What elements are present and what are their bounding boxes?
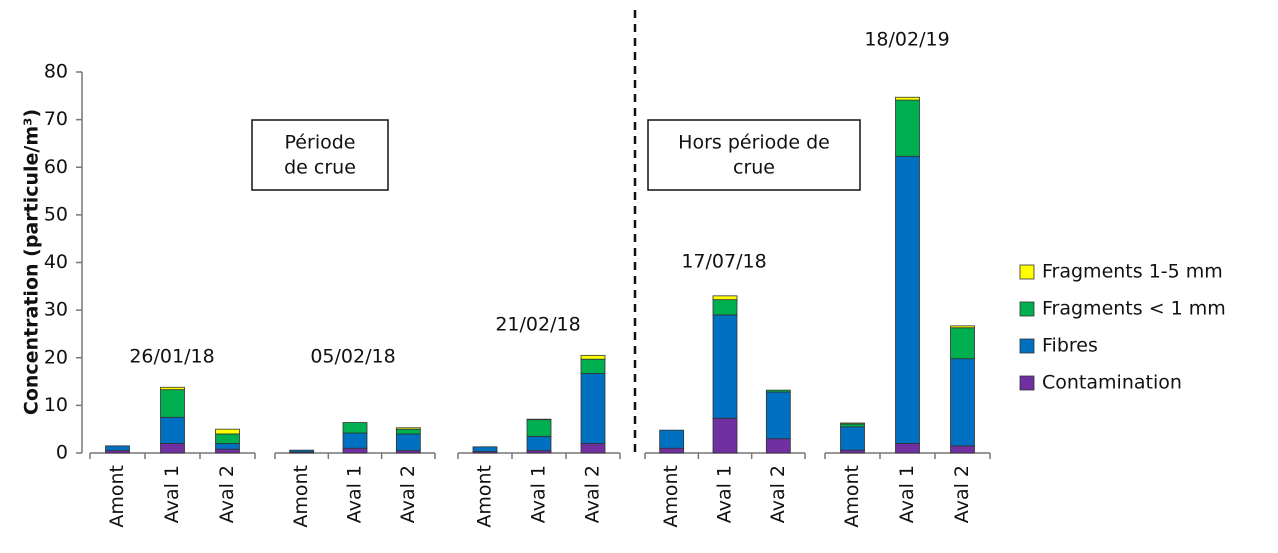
legend-label: Fragments < 1 mm [1042, 298, 1226, 320]
y-tick-label: 30 [44, 299, 68, 321]
y-tick-label: 70 [44, 108, 68, 130]
x-tick-label: Amont [660, 465, 682, 528]
x-tick-label: Aval 2 [216, 465, 238, 523]
x-tick-label: Aval 2 [767, 465, 789, 523]
bar-segment [580, 358, 606, 374]
bar-segment [160, 416, 185, 444]
bar-segment [395, 428, 421, 435]
bar-segment [580, 443, 606, 454]
group-label: 05/02/18 [310, 346, 395, 368]
bar-segment [895, 155, 920, 444]
y-tick-label: 60 [44, 156, 68, 178]
bar-segment [659, 429, 685, 449]
legend-swatch [1019, 375, 1035, 391]
bar-segment [840, 423, 865, 428]
bar-segment [160, 386, 185, 391]
bar-segment [215, 448, 240, 454]
bar-segment [712, 417, 738, 454]
bar-segment [395, 433, 421, 452]
bar-segment [580, 354, 606, 360]
x-tick-label: Amont [474, 465, 496, 528]
bar-segment [472, 446, 498, 452]
bar-segment [840, 422, 865, 425]
bar-segment [289, 449, 315, 453]
legend-swatch [1019, 264, 1035, 280]
bar-segment [840, 449, 865, 454]
y-tick-label: 50 [44, 203, 68, 225]
bar-segment [895, 96, 920, 101]
bar-segment [215, 428, 240, 435]
annotation: Hors période de [678, 132, 830, 154]
bar-segment [765, 438, 791, 454]
bar-segment [765, 389, 791, 393]
legend-label: Fragments 1-5 mm [1042, 261, 1223, 283]
annotation: de crue [284, 157, 356, 179]
x-tick-label: Aval 1 [528, 465, 550, 523]
bar-segment [160, 389, 185, 418]
bar-segment [342, 432, 368, 449]
bar-segment [342, 447, 368, 454]
bar-segment [215, 443, 240, 450]
x-tick-label: Aval 2 [951, 465, 973, 523]
legend-label: Fibres [1042, 335, 1098, 357]
bar-segment [950, 325, 975, 329]
x-tick-label: Aval 1 [161, 465, 183, 523]
bar-segment [395, 427, 421, 430]
x-tick-label: Amont [841, 465, 863, 528]
bar-segment [712, 295, 738, 301]
bar-segment [950, 327, 975, 360]
x-tick-label: Aval 1 [344, 465, 366, 523]
bar-segment [160, 443, 185, 454]
x-tick-label: Aval 1 [714, 465, 736, 523]
legend-swatch [1019, 338, 1035, 354]
y-axis-label: Concentration (particule/m³) [21, 109, 43, 415]
bar-segment [712, 299, 738, 316]
x-tick-label: Aval 2 [397, 465, 419, 523]
group-label: 17/07/18 [681, 251, 766, 273]
x-tick-label: Amont [106, 465, 128, 528]
y-tick-label: 40 [44, 251, 68, 273]
bar-segment [895, 99, 920, 157]
bar-segment [765, 391, 791, 440]
legend-swatch [1019, 301, 1035, 317]
bar-segment [950, 445, 975, 454]
bar-segment [526, 419, 552, 437]
bar-segment [895, 443, 920, 454]
y-tick-label: 20 [44, 346, 68, 368]
y-tick-label: 10 [44, 394, 68, 416]
annotation: crue [733, 157, 775, 179]
annotation-box [251, 119, 389, 191]
group-label: 26/01/18 [129, 346, 214, 368]
group-label: 18/02/19 [864, 29, 949, 51]
bar-segment [105, 445, 130, 452]
bar-segment [950, 358, 975, 447]
bar-segment [840, 426, 865, 451]
bar-segment [580, 373, 606, 444]
y-tick-label: 0 [56, 442, 68, 464]
group-label: 21/02/18 [495, 314, 580, 336]
bar-segment [526, 435, 552, 452]
x-tick-label: Aval 1 [896, 465, 918, 523]
x-tick-label: Aval 2 [582, 465, 604, 523]
y-tick-label: 80 [44, 61, 68, 83]
annotation: Période [285, 132, 356, 154]
bar-segment [215, 433, 240, 444]
bar-segment [712, 314, 738, 419]
bar-segment [659, 447, 685, 454]
annotation-box [647, 119, 861, 191]
bar-segment [342, 422, 368, 434]
x-tick-label: Amont [290, 465, 312, 528]
legend-label: Contamination [1042, 372, 1182, 394]
